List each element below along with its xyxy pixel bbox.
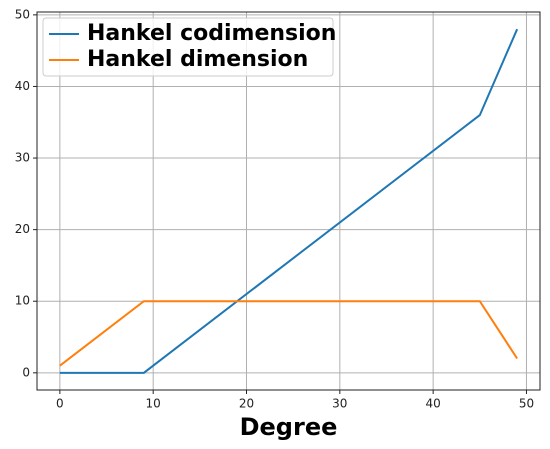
x-tick-label: 30: [332, 397, 347, 411]
series-line: [59, 28, 519, 374]
legend-label: Hankel dimension: [87, 47, 308, 72]
plot-frame: [36, 11, 541, 391]
legend-label: Hankel codimension: [87, 21, 336, 46]
series-line: [59, 300, 518, 367]
x-tick-label: 40: [426, 397, 441, 411]
x-tick-label: 0: [56, 397, 64, 411]
y-tick-label: 40: [15, 79, 30, 93]
x-axis-label: Degree: [240, 413, 338, 441]
y-tick-label: 10: [15, 294, 30, 308]
x-tick-label: 10: [146, 397, 161, 411]
x-tick-label: 20: [239, 397, 254, 411]
y-tick-label: 0: [22, 365, 30, 379]
y-tick-label: 50: [15, 7, 30, 21]
y-tick-label: 20: [15, 222, 30, 236]
x-tick-label: 50: [519, 397, 534, 411]
legend-box: [42, 17, 334, 77]
y-tick-label: 30: [15, 151, 30, 165]
